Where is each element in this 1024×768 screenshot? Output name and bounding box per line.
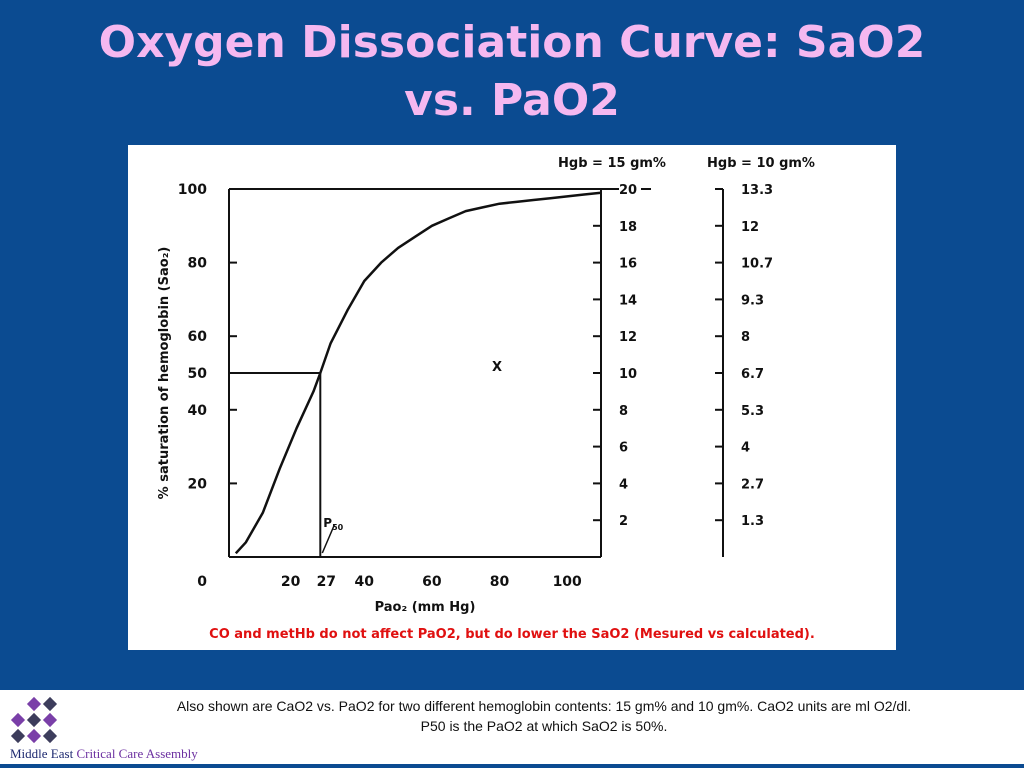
saturation-curve [234,191,602,555]
right-axis-2-tick-label: 4 [741,441,750,456]
x-tick-label: 60 [422,574,442,590]
x-tick-label: 27 [317,574,336,590]
right-axis-2-tick-label: 12 [741,220,759,235]
right-axis-1-title: Hgb = 15 gm% [558,156,666,171]
logo-diamond [10,728,26,744]
caption-line-2: P50 is the PaO2 at which SaO2 is 50%. [420,718,668,734]
right-axis-1-tick-label: 14 [619,293,637,308]
org-part-1: Middle East [10,746,74,761]
caption: Also shown are CaO2 vs. PaO2 for two dif… [84,696,1004,736]
y-tick-label: 50 [188,366,208,382]
right-axis-1-tick-label: 2 [619,514,628,529]
dissociation-chart: 20 40 50 60 80 100 0 20 27 40 60 80 100 Pao₂ (mm Hg)%… [157,156,815,642]
right-axis-2-tick-label: 1.3 [741,514,764,529]
logo-diamond [42,728,58,744]
x-tick-label: 40 [355,574,375,590]
y-tick-label: 100 [178,182,207,198]
right-axis-2-tick-label: 13.3 [741,183,773,198]
right-axis-1-tick-label: 18 [619,220,637,235]
logo-diamond [42,712,58,728]
y-tick-label: 60 [188,329,208,345]
right-axis-1-tick-label: 6 [619,441,628,456]
y-tick-label: 20 [188,476,208,492]
right-axis-2-title: Hgb = 10 gm% [707,156,815,171]
footer: Middle East Critical Care Assembly Also … [0,690,1024,768]
right-axis-2-tick-label: 9.3 [741,293,764,308]
right-axis-1-tick-label: 4 [619,477,628,492]
logo-diamond [26,728,42,744]
marker-x-label: X [492,360,502,375]
y-tick-label: 80 [188,256,208,272]
title-line-2: vs. PaO2 [404,75,620,126]
p50-label: P50 [323,516,343,532]
organization-name: Middle East Critical Care Assembly [10,746,198,762]
logo-diamond [10,712,26,728]
caption-line-1: Also shown are CaO2 vs. PaO2 for two dif… [176,698,912,714]
right-axis-1-tick-label: 12 [619,330,637,345]
chart-note: CO and metHb do not affect PaO2, but do … [209,627,815,642]
y-tick-label: 40 [188,403,208,419]
logo-diamond [42,696,58,712]
right-axis-2-tick-label: 8 [741,330,750,345]
logo-diamond [26,712,42,728]
org-part-2: Critical Care Assembly [76,746,198,761]
slide-title: Oxygen Dissociation Curve: SaO2 vs. PaO2 [0,14,1024,130]
chart-panel: 20 40 50 60 80 100 0 20 27 40 60 80 100 Pao₂ (mm Hg)%… [128,145,896,650]
right-axis-2-tick-label: 2.7 [741,477,764,492]
right-axis-1-tick-label: 20 [619,183,637,198]
x-tick-label: 20 [281,574,301,590]
y-tick-label: 0 [197,574,207,590]
logo-diamond [26,696,42,712]
footer-rule [0,764,1024,768]
logo-diamonds [10,696,60,746]
title-line-1: Oxygen Dissociation Curve: SaO2 [98,17,926,68]
right-axis-2-tick-label: 6.7 [741,367,764,382]
x-tick-label: 80 [490,574,510,590]
right-axis-1-tick-label: 10 [619,367,637,382]
p50-pointer [321,524,335,554]
right-axis-2-tick-label: 5.3 [741,404,764,419]
right-axis-1-tick-label: 16 [619,257,637,272]
right-axis-1-tick-label: 8 [619,404,628,419]
right-axis-2-tick-label: 10.7 [741,257,773,272]
x-axis-title: Pao₂ (mm Hg) [375,600,476,615]
x-tick-label: 100 [553,574,582,590]
y-axis-title: % saturation of hemoglobin (Sao₂) [157,247,172,500]
